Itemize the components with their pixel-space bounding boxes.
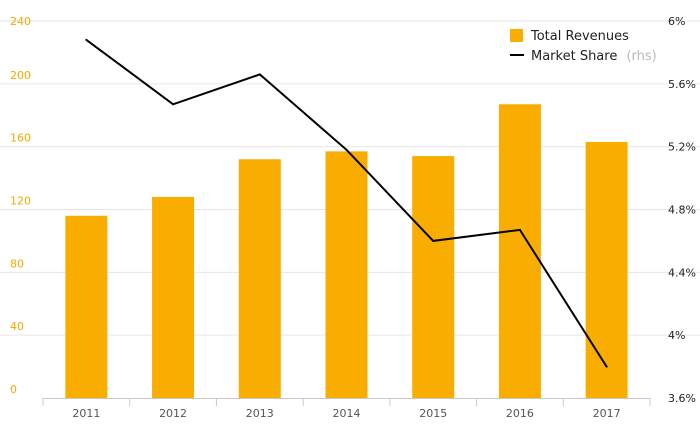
- legend: Total Revenues Market Share (rhs): [510, 29, 657, 64]
- revenue-bars: [65, 104, 628, 399]
- market-share-point: [432, 239, 435, 242]
- revenue-bar: [152, 196, 195, 398]
- x-tick-label: 2013: [246, 407, 274, 420]
- left-tick-label: 80: [10, 257, 24, 270]
- legend-label-revenues: Total Revenues: [530, 29, 629, 44]
- left-tick-label: 240: [10, 15, 31, 28]
- left-tick-label: 0: [10, 383, 17, 396]
- legend-swatch-revenues: [510, 29, 523, 42]
- left-tick-label: 120: [10, 195, 31, 208]
- legend-label-market-share-text: Market Share: [531, 49, 617, 64]
- market-share-point: [605, 365, 608, 368]
- market-share-point: [345, 148, 348, 151]
- left-tick-label: 200: [10, 69, 31, 82]
- right-tick-label: 6%: [668, 15, 685, 28]
- x-tick-label: 2014: [333, 407, 361, 420]
- legend-label-market-share-suffix: (rhs): [626, 49, 656, 64]
- right-tick-label: 3.6%: [668, 392, 696, 405]
- revenue-bar: [65, 215, 108, 398]
- x-tick-label: 2012: [159, 407, 187, 420]
- right-axis-ticks: 3.6% 4% 4.4% 4.8% 5.2% 5.6% 6%: [668, 15, 696, 405]
- left-axis-ticks: 0 40 80 120 160 200 240: [10, 15, 31, 396]
- left-tick-label: 40: [10, 320, 24, 333]
- left-tick-label: 160: [10, 132, 31, 145]
- x-tick-label: 2016: [506, 407, 534, 420]
- legend-label-market-share: Market Share (rhs): [531, 45, 657, 64]
- right-tick-label: 5.6%: [668, 78, 696, 91]
- market-share-point: [85, 38, 88, 41]
- x-tick-label: 2011: [72, 407, 100, 420]
- market-share-point: [258, 73, 261, 76]
- right-tick-label: 4%: [668, 329, 685, 342]
- revenue-bar: [585, 141, 628, 398]
- market-share-line: [85, 38, 608, 368]
- x-axis: [42, 398, 651, 406]
- right-tick-label: 4.4%: [668, 266, 696, 279]
- x-tick-label: 2017: [593, 407, 621, 420]
- right-tick-label: 5.2%: [668, 141, 696, 154]
- market-share-point: [172, 103, 175, 106]
- right-tick-label: 4.8%: [668, 204, 696, 217]
- revenue-bar: [498, 104, 541, 399]
- revenue-bar: [238, 159, 281, 398]
- market-share-point: [518, 228, 521, 231]
- x-tick-label: 2015: [419, 407, 447, 420]
- revenue-bar: [412, 156, 455, 398]
- revenue-bar: [325, 151, 368, 398]
- x-axis-ticks: 2011 2012 2013 2014 2015 2016 2017: [72, 407, 620, 420]
